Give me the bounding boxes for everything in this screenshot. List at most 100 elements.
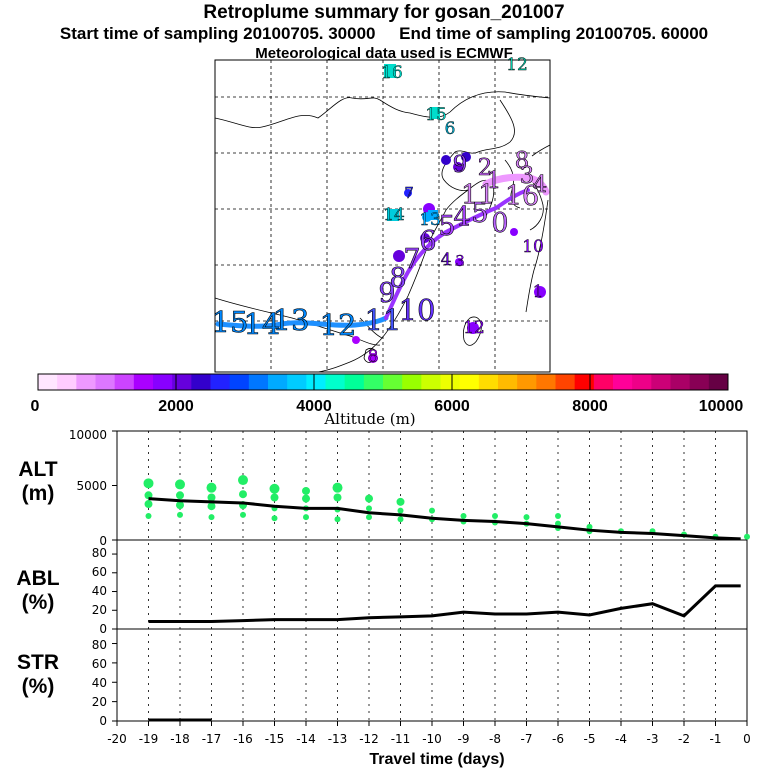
abl-panel-unit: (%) <box>22 591 55 614</box>
colorbar-cell <box>632 374 652 390</box>
alt-distribution-point <box>334 516 341 523</box>
x-tick-label: -15 <box>265 732 285 746</box>
alt-distribution-point <box>239 490 247 499</box>
colorbar-tick-10000: 10000 <box>699 398 744 415</box>
colorbar-cell <box>306 374 326 390</box>
vertical-grid <box>148 431 716 721</box>
alt-distribution-point <box>397 516 404 523</box>
colorbar-cell <box>38 374 58 390</box>
alt-distribution-point <box>144 500 153 509</box>
colorbar-cell <box>459 374 480 390</box>
str-ytick: 40 <box>92 676 107 690</box>
alt-distribution-point <box>303 514 309 521</box>
centroid-marker <box>368 353 378 363</box>
abl-y-axis: 80 60 40 20 0 <box>92 546 107 636</box>
alt-distribution-point <box>396 497 405 506</box>
abl-ytick: 40 <box>92 584 107 598</box>
alt-distribution-point <box>175 479 185 490</box>
map-day-label: 9 <box>378 278 395 309</box>
map-day-label: 12 <box>463 318 485 338</box>
map-day-label: 8 <box>368 347 379 367</box>
sampling-time-line: Start time of sampling 20100705. 30000 E… <box>0 24 768 44</box>
centroid-marker <box>455 258 463 266</box>
colorbar-label: Altitude (m) <box>323 410 415 428</box>
colorbar-cell <box>670 374 691 390</box>
colorbar-cell <box>440 374 461 390</box>
map-day-label: 5 <box>471 198 488 229</box>
alt-distribution-point <box>302 494 310 503</box>
centroid-marker <box>352 336 360 344</box>
colorbar-cell <box>478 374 499 390</box>
colorbar-cell <box>421 374 441 390</box>
chart-title: Retroplume summary for gosan_201007 <box>203 2 565 23</box>
centroid-marker <box>461 152 471 162</box>
colorbar-cell <box>172 374 192 390</box>
colorbar-cell <box>555 374 576 390</box>
map-day-label: 12 <box>320 308 357 342</box>
alt-distribution-point <box>429 507 435 514</box>
alt-distribution-point <box>460 513 467 520</box>
map-day-label: 7 <box>403 244 420 275</box>
colorbar-cell <box>651 374 671 390</box>
map-day-label: 15 <box>425 105 447 125</box>
x-tick-label: -17 <box>202 732 222 746</box>
str-panel-label: STR <box>17 651 59 674</box>
x-tick-label: -11 <box>391 732 411 746</box>
map-day-label: 15 <box>212 305 249 339</box>
centroid-marker <box>453 162 463 172</box>
x-tick-label: -18 <box>170 732 190 746</box>
x-tick-label: -16 <box>233 732 253 746</box>
alt-distribution-point <box>555 513 561 520</box>
colorbar-cell <box>498 374 518 390</box>
x-tick-label: -8 <box>489 732 501 746</box>
colorbar-cell <box>191 374 211 390</box>
colorbar-cell <box>133 374 154 390</box>
alt-distribution-point <box>240 511 246 518</box>
met-data-line: Meteorological data used is ECMWF <box>255 45 513 62</box>
colorbar-cell <box>689 374 710 390</box>
alt-distribution-point <box>270 493 279 502</box>
alt-distribution-point <box>176 491 184 500</box>
colorbar-cell <box>708 374 729 390</box>
alt-distribution-point <box>207 502 216 511</box>
map-day-label: 8 <box>389 263 406 294</box>
x-tick-label: -10 <box>422 732 442 746</box>
colorbar-cell <box>210 374 231 390</box>
alt-distribution-point <box>271 515 278 522</box>
alt-distribution-point <box>366 514 372 521</box>
map-day-label: 14 <box>383 205 405 225</box>
centroid-marker <box>387 209 399 221</box>
colorbar-cell <box>517 374 537 390</box>
str-ytick: 0 <box>99 714 107 728</box>
colorbar-cell <box>613 374 633 390</box>
x-tick-label: -4 <box>615 732 627 746</box>
alt-distribution-point <box>208 514 215 521</box>
x-tick-label: -14 <box>296 732 316 746</box>
abl-panel-label: ABL <box>16 567 59 590</box>
str-panel-unit: (%) <box>22 675 55 698</box>
x-tick-label: 0 <box>743 732 751 746</box>
x-tick-label: -12 <box>359 732 379 746</box>
colorbar-cell <box>248 374 269 390</box>
alt-distribution-point <box>586 523 593 530</box>
alt-distribution-point <box>269 483 280 494</box>
alt-distribution-point <box>366 505 372 512</box>
str-ytick: 80 <box>92 638 107 652</box>
centroid-marker <box>510 228 518 236</box>
x-tick-label: -13 <box>328 732 348 746</box>
map-day-label: 2 <box>478 155 493 181</box>
map-day-label: 8 <box>515 148 530 174</box>
x-tick-label: -6 <box>552 732 564 746</box>
centroid-markers <box>352 64 546 363</box>
alt-ytick: 10000 <box>69 428 107 442</box>
colorbar-cell <box>229 374 250 390</box>
map-day-label: 9 <box>453 152 468 178</box>
centroid-marker <box>467 322 479 334</box>
map-day-label: 3 <box>455 252 465 270</box>
str-y-axis: 80 60 40 20 0 <box>92 638 107 728</box>
alt-ytick: 5000 <box>76 479 107 493</box>
colorbar-cell <box>593 374 614 390</box>
plume-track-blue <box>215 315 389 329</box>
map-day-label: 5 <box>438 211 455 242</box>
